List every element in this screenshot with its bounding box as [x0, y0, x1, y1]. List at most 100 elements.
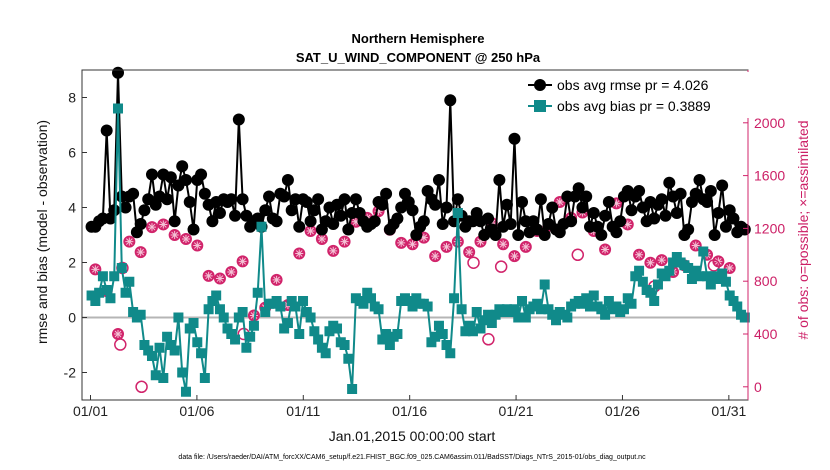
rmse-point	[183, 196, 196, 208]
bias-point	[452, 208, 463, 218]
rmse-point	[704, 185, 717, 197]
y2-axis-label: # of obs: o=possible; ×=assimilated	[795, 120, 811, 339]
obs-assim-asterisk	[136, 248, 145, 257]
y2-tick-label: 0	[754, 379, 762, 395]
rmse-point	[236, 193, 249, 206]
rmse-point	[546, 201, 559, 214]
rmse-point	[719, 220, 732, 233]
y-tick-label: 8	[68, 90, 76, 106]
bias-point	[652, 279, 663, 290]
obs-possible-open-marker	[482, 333, 495, 346]
obs-assim-asterisk	[623, 220, 632, 229]
obs-assim-asterisk	[204, 271, 213, 280]
bias-point	[645, 287, 656, 298]
bias-point	[150, 370, 161, 381]
obs-assim-asterisk	[465, 248, 474, 257]
bias-point	[233, 312, 244, 323]
obs-assim-asterisk	[329, 246, 338, 255]
bias-point	[686, 274, 697, 284]
bias-point	[237, 307, 248, 317]
bias-point	[581, 293, 592, 304]
rmse-point	[263, 190, 276, 203]
bias-point	[705, 279, 716, 290]
bias-point	[517, 296, 528, 306]
bias-point	[577, 298, 588, 309]
bias-point	[660, 271, 671, 282]
bias-point	[618, 304, 629, 315]
rmse-point	[712, 207, 725, 219]
rmse-point	[655, 193, 668, 206]
obs-assim-asterisk	[159, 220, 168, 229]
bias-point	[535, 304, 546, 315]
bias-point	[343, 353, 354, 364]
legend-bias-label: obs avg bias pr = 0.3889	[557, 98, 711, 114]
bias-point	[173, 312, 184, 323]
rmse-point	[417, 215, 430, 228]
rmse-point	[663, 176, 676, 189]
rmse-point	[270, 215, 283, 228]
bias-point	[146, 351, 157, 361]
obs-assim-asterisk	[476, 237, 485, 246]
rmse-point	[482, 212, 495, 225]
bias-point	[486, 318, 497, 328]
obs-assim-asterisk	[521, 242, 530, 251]
rmse-point	[595, 229, 608, 241]
bias-point	[392, 329, 403, 339]
obs-assim-asterisk	[453, 237, 462, 246]
bias-point	[649, 296, 660, 306]
rmse-point	[334, 209, 347, 222]
bias-point	[94, 287, 105, 298]
bias-point	[120, 287, 131, 298]
y-axis-label: rmse and bias (model - observation)	[34, 120, 50, 344]
bias-point	[301, 307, 312, 317]
rmse-point	[127, 187, 140, 200]
bias-point	[475, 323, 486, 334]
bias-point	[124, 276, 135, 287]
bias-point	[422, 301, 433, 312]
rmse-point	[406, 204, 419, 217]
rmse-point	[429, 198, 442, 211]
rmse-point	[614, 215, 627, 228]
bias-point	[154, 342, 165, 353]
y2-tick-label: 800	[754, 273, 778, 289]
legend-rmse-marker	[534, 79, 546, 91]
bias-point	[113, 103, 124, 114]
rmse-point	[176, 160, 189, 173]
obs-possible-open-marker	[114, 338, 127, 351]
legend-box	[524, 72, 750, 118]
rmse-point	[693, 174, 706, 186]
obs-assim-asterisk	[408, 240, 417, 249]
obs-assim-asterisk	[431, 252, 440, 261]
legend-rmse-label: obs avg rmse pr = 4.026	[557, 77, 709, 93]
x-tick-label: 01/26	[605, 403, 640, 419]
bias-point	[188, 318, 199, 328]
obs-assim-asterisk	[555, 198, 564, 206]
bias-point	[596, 304, 607, 315]
bias-point	[690, 265, 701, 276]
bias-point	[683, 263, 694, 273]
rmse-point	[493, 174, 506, 186]
y2-tick-label: 1600	[754, 168, 785, 184]
bias-point	[671, 252, 682, 262]
bias-point	[347, 384, 358, 394]
rmse-point	[278, 190, 291, 203]
y-tick-label: 0	[68, 310, 76, 326]
bias-point	[105, 293, 116, 304]
obs-assim-asterisk	[442, 242, 451, 251]
data-file-footer: data file: /Users/raeder/DAI/ATM_forcXX/…	[178, 454, 646, 461]
bias-point	[437, 329, 448, 339]
bias-point	[158, 373, 169, 383]
bias-point	[165, 340, 176, 350]
bias-point	[467, 326, 478, 337]
bias-point	[309, 326, 320, 337]
obs-assim-asterisk	[351, 217, 360, 226]
rmse-point	[565, 215, 578, 228]
rmse-point	[572, 182, 585, 195]
rmse-point	[206, 215, 219, 228]
rmse-point	[281, 174, 294, 186]
bias-point	[196, 348, 207, 359]
rmse-point	[229, 209, 242, 222]
x-tick-label: 01/16	[392, 403, 427, 419]
rmse-point	[368, 215, 381, 228]
rmse-point	[633, 185, 646, 197]
